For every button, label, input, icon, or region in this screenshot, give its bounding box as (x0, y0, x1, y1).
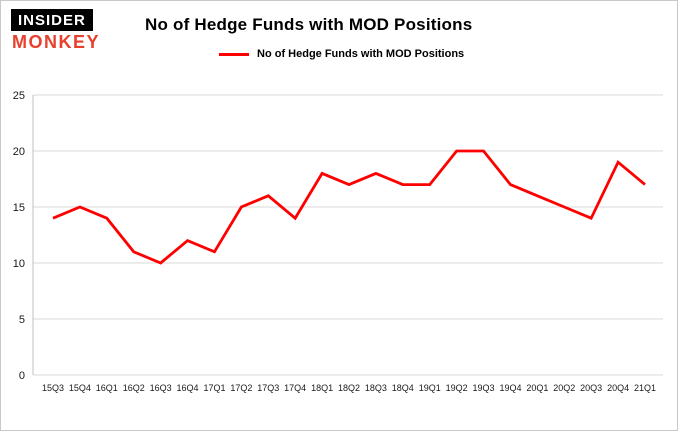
x-tick-label: 18Q3 (365, 383, 387, 393)
x-tick-label: 17Q4 (284, 383, 306, 393)
x-tick-label: 15Q4 (69, 383, 91, 393)
x-tick-label: 16Q2 (123, 383, 145, 393)
x-tick-label: 16Q3 (150, 383, 172, 393)
x-tick-label: 16Q1 (96, 383, 118, 393)
x-tick-label: 19Q1 (419, 383, 441, 393)
legend-label: No of Hedge Funds with MOD Positions (257, 48, 465, 60)
header: INSIDER MONKEY No of Hedge Funds with MO… (1, 1, 677, 85)
x-tick-label: 19Q3 (473, 383, 495, 393)
x-tick-label: 20Q2 (553, 383, 575, 393)
x-tick-label: 20Q3 (580, 383, 602, 393)
x-tick-label: 18Q2 (338, 383, 360, 393)
logo-monkey-text: MONKEY (12, 32, 101, 52)
x-tick-label: 18Q4 (392, 383, 414, 393)
x-tick-label: 21Q1 (634, 383, 656, 393)
x-tick-label: 19Q2 (446, 383, 468, 393)
x-tick-label: 19Q4 (499, 383, 521, 393)
y-tick-label: 15 (13, 202, 25, 214)
y-tick-label: 10 (13, 258, 25, 270)
x-tick-label: 16Q4 (177, 383, 199, 393)
y-tick-label: 0 (19, 370, 25, 382)
legend-line-swatch (219, 52, 249, 56)
hedge-funds-line-series (52, 149, 646, 265)
x-tick-label: 17Q3 (257, 383, 279, 393)
x-tick-label: 17Q1 (203, 383, 225, 393)
x-tick-label: 18Q1 (311, 383, 333, 393)
line-chart: 0 5 10 15 20 25 15Q3 15Q4 16Q1 16Q2 16Q3 16Q4 17Q1 17… (13, 90, 663, 393)
x-tick-label: 20Q1 (526, 383, 548, 393)
x-tick-label: 17Q2 (230, 383, 252, 393)
logo-insider-text: INSIDER (11, 9, 93, 31)
insider-monkey-logo: INSIDER MONKEY (11, 9, 115, 53)
x-tick-label: 20Q4 (607, 383, 629, 393)
y-tick-label: 25 (13, 90, 25, 102)
legend: No of Hedge Funds with MOD Positions (219, 48, 472, 60)
chart-title: No of Hedge Funds with MOD Positions (145, 15, 473, 34)
x-tick-label: 15Q3 (42, 383, 64, 393)
title-block: No of Hedge Funds with MOD Positions No … (145, 9, 472, 60)
y-tick-label: 5 (19, 314, 25, 326)
y-tick-label: 20 (13, 146, 25, 158)
